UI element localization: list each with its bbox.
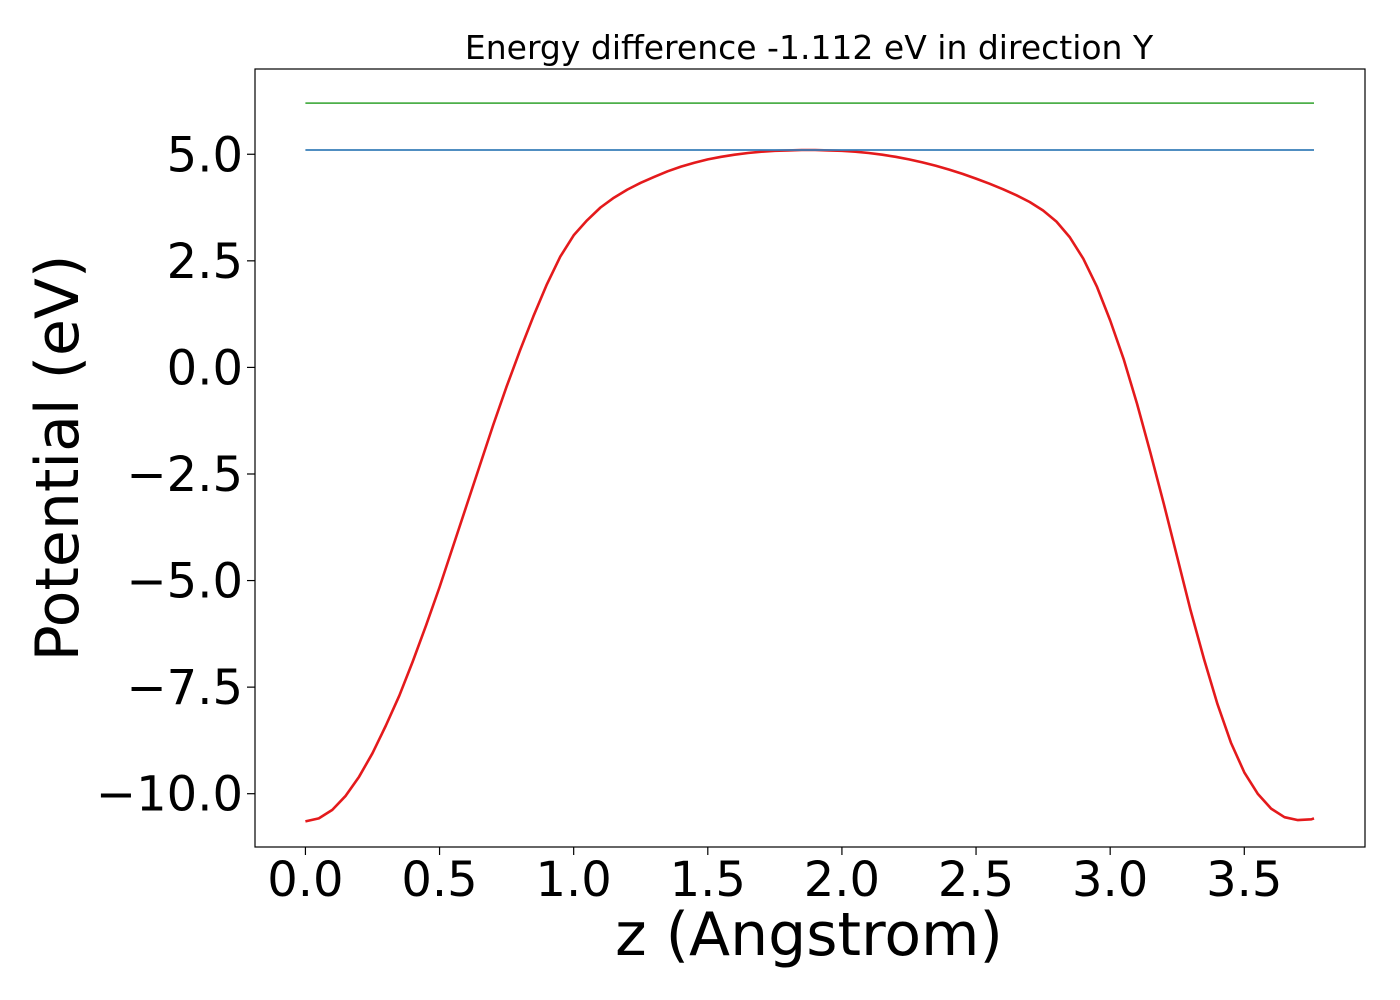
x-tick-label: 2.0 xyxy=(804,852,880,908)
x-tick-label: 0.0 xyxy=(267,852,343,908)
x-tick-label: 3.5 xyxy=(1206,852,1282,908)
series-line-0 xyxy=(305,148,1315,823)
y-tick-label: 2.5 xyxy=(167,234,243,290)
series-layer xyxy=(305,102,1315,823)
y-tick-label: −10.0 xyxy=(96,767,243,823)
x-axis-label: z (Angstrom) xyxy=(615,900,1003,970)
y-tick-label: −7.5 xyxy=(126,660,243,716)
chart-title: Energy difference -1.112 eV in direction… xyxy=(465,28,1154,67)
y-axis-ticks: 5.0 2.5 0.0 −2.5 −5.0 −7.5 −10.0 xyxy=(96,127,255,823)
x-tick-label: 1.5 xyxy=(670,852,746,908)
y-tick-label: 0.0 xyxy=(167,340,243,396)
x-axis-ticks: 0.0 0.5 1.0 1.5 2.0 2.5 3.0 3.5 xyxy=(267,847,1282,908)
x-tick-label: 0.5 xyxy=(401,852,477,908)
plot-frame xyxy=(254,68,1366,848)
x-tick-label: 3.0 xyxy=(1072,852,1148,908)
y-axis-label: Potential (eV) xyxy=(23,255,93,662)
x-tick-label: 2.5 xyxy=(938,852,1014,908)
y-tick-label: −5.0 xyxy=(126,554,243,610)
y-tick-label: −2.5 xyxy=(126,447,243,503)
y-tick-label: 5.0 xyxy=(167,127,243,183)
x-tick-label: 1.0 xyxy=(536,852,612,908)
